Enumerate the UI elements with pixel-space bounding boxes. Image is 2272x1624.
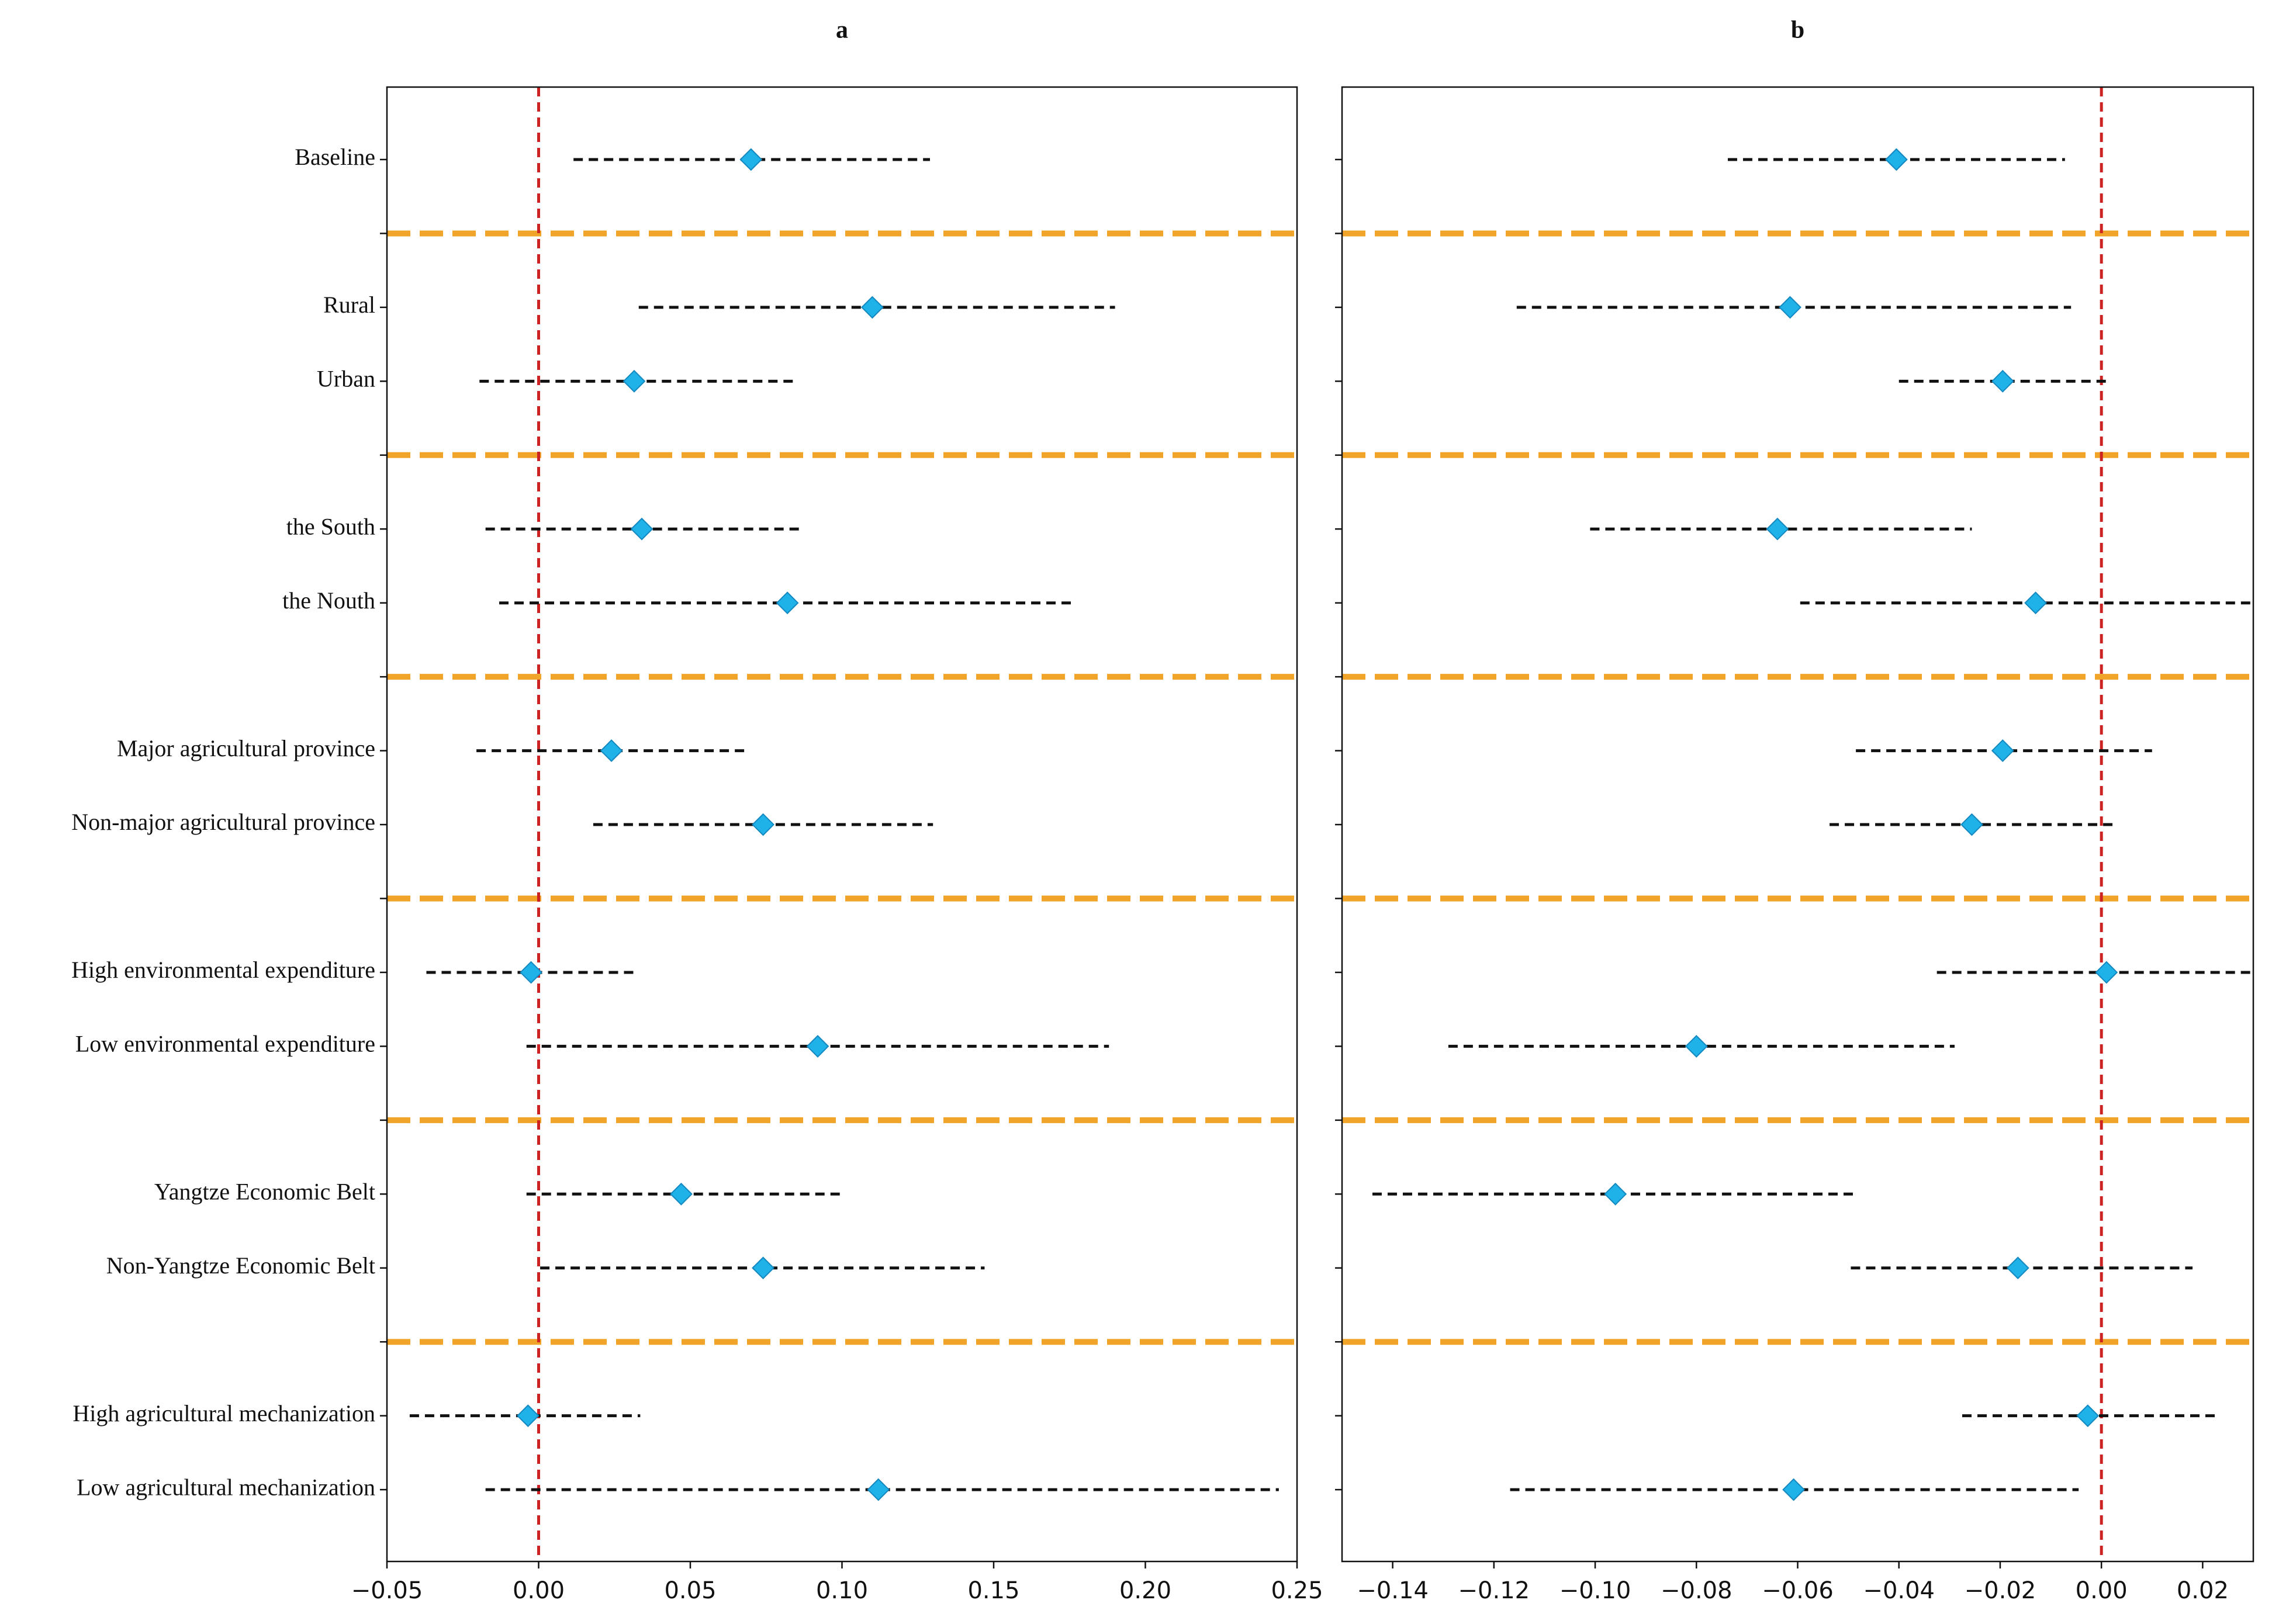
- category-label: Non-major agricultural province: [71, 809, 375, 835]
- point-estimate: [2095, 961, 2118, 984]
- category-label: High agricultural mechanization: [72, 1400, 375, 1426]
- category-label: Yangtze Economic Belt: [154, 1178, 375, 1204]
- point-estimate: [752, 1256, 774, 1280]
- x-tick-label: −0.04: [1863, 1577, 1935, 1604]
- x-tick-label: −0.10: [1559, 1577, 1631, 1604]
- panel-title: b: [1791, 17, 1804, 44]
- point-estimate: [752, 813, 774, 836]
- category-label: Non-Yangtze Economic Belt: [106, 1252, 375, 1279]
- plot-area: [387, 87, 1297, 1561]
- x-tick-label: 0.00: [2076, 1577, 2128, 1604]
- category-label: Major agricultural province: [117, 735, 375, 761]
- x-tick-label: 0.10: [816, 1577, 868, 1604]
- x-tick-label: −0.05: [351, 1577, 423, 1604]
- panel-title: a: [836, 17, 848, 44]
- x-tick-label: 0.25: [1271, 1577, 1323, 1604]
- point-estimate: [1766, 517, 1789, 541]
- point-estimate: [776, 591, 799, 615]
- point-estimate: [867, 1478, 890, 1501]
- point-estimate: [1884, 148, 1908, 171]
- x-tick-label: 0.00: [513, 1577, 565, 1604]
- point-estimate: [806, 1034, 829, 1058]
- point-estimate: [670, 1182, 693, 1206]
- x-tick-label: −0.08: [1661, 1577, 1732, 1604]
- x-tick-label: −0.14: [1357, 1577, 1429, 1604]
- point-estimate: [520, 961, 542, 984]
- point-estimate: [600, 739, 623, 763]
- point-estimate: [1779, 296, 1801, 319]
- category-label: Urban: [317, 366, 375, 392]
- point-estimate: [1960, 813, 1983, 836]
- point-estimate: [516, 1404, 540, 1428]
- category-label: the South: [286, 513, 375, 539]
- point-estimate: [2024, 591, 2047, 615]
- point-estimate: [2006, 1256, 2029, 1280]
- point-estimate: [1991, 739, 2014, 763]
- x-tick-label: −0.12: [1458, 1577, 1530, 1604]
- point-estimate: [630, 517, 653, 541]
- category-label: Low agricultural mechanization: [77, 1474, 375, 1500]
- plot-area: [1342, 87, 2253, 1561]
- category-label: High environmental expenditure: [71, 957, 375, 983]
- x-tick-label: 0.20: [1119, 1577, 1171, 1604]
- point-estimate: [739, 148, 763, 171]
- point-estimate: [860, 296, 884, 319]
- category-label: Low environmental expenditure: [75, 1031, 375, 1057]
- point-estimate: [623, 369, 646, 393]
- x-tick-label: 0.02: [2177, 1577, 2229, 1604]
- point-estimate: [1782, 1478, 1805, 1501]
- category-label: the Nouth: [282, 587, 375, 614]
- point-estimate: [1604, 1182, 1627, 1206]
- category-label: Rural: [323, 292, 375, 318]
- x-tick-label: −0.02: [1965, 1577, 2036, 1604]
- category-label: Baseline: [295, 144, 375, 170]
- point-estimate: [1685, 1034, 1708, 1058]
- x-tick-label: 0.15: [967, 1577, 1019, 1604]
- x-tick-label: −0.06: [1762, 1577, 1834, 1604]
- x-tick-label: 0.05: [664, 1577, 716, 1604]
- point-estimate: [2076, 1404, 2100, 1428]
- point-estimate: [1991, 369, 2014, 393]
